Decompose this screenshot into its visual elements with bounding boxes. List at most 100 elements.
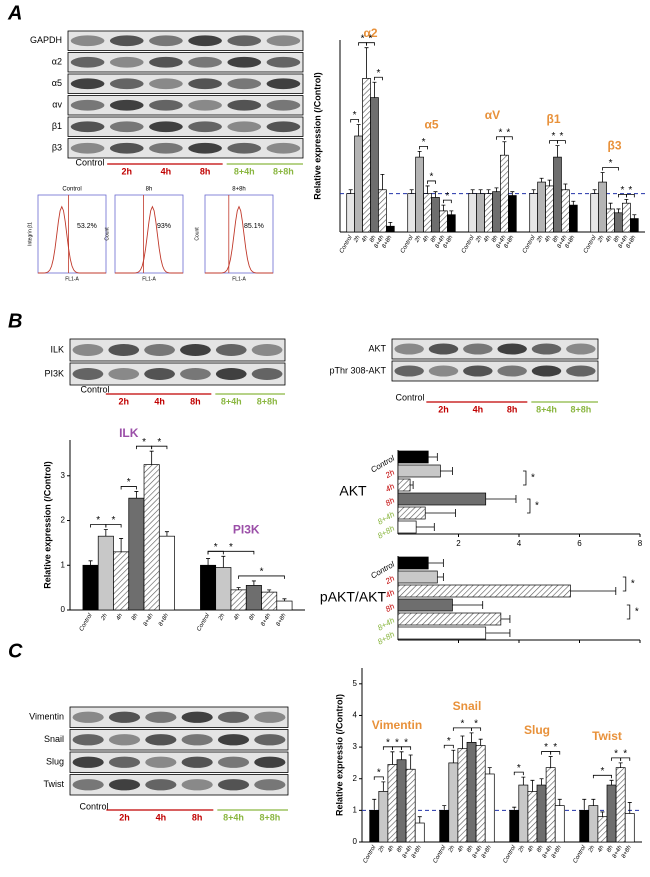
blot-band (566, 365, 596, 377)
significance-bracket (522, 470, 527, 486)
blot-band (188, 78, 222, 90)
bar (397, 570, 438, 584)
error-bar (470, 189, 475, 194)
blot-band (531, 365, 562, 377)
blot-band (215, 368, 247, 380)
bar (158, 535, 175, 611)
bar (82, 564, 99, 611)
group-title: α5 (424, 118, 438, 132)
blot-band (109, 142, 144, 154)
bar (484, 193, 493, 233)
error-bar (557, 798, 562, 806)
x-tick-label: 8h (131, 612, 140, 621)
bar (622, 202, 631, 233)
lane-label: 4h (154, 396, 165, 406)
significance-star: * (142, 437, 146, 448)
blot-band (188, 121, 222, 133)
bar (397, 478, 411, 492)
x-tick-label: Control (461, 234, 476, 254)
blot-band (145, 734, 177, 746)
blot-band (108, 734, 141, 746)
error-bar (485, 495, 517, 503)
flow-title: Control (62, 187, 81, 193)
error-bar (571, 200, 576, 206)
significance-star: * (376, 68, 380, 79)
error-bar (236, 587, 241, 590)
bar (598, 181, 607, 233)
blot-band (266, 56, 301, 68)
bar (554, 805, 565, 843)
bar (230, 589, 247, 611)
category-label: 8+4h (376, 615, 397, 632)
x-tick-label: 4 (517, 539, 522, 548)
error-bar (570, 587, 617, 595)
bar (396, 759, 407, 843)
panel-letter: A (7, 2, 22, 24)
blot-band (180, 344, 211, 356)
x-tick-label: 2h (447, 844, 456, 854)
error-bar (103, 529, 108, 537)
significance-star: * (620, 185, 624, 196)
blot-row-label: α5 (52, 78, 62, 88)
blot-band (72, 344, 104, 356)
error-bar (591, 798, 596, 806)
blot-row-label: β1 (52, 121, 62, 131)
lane-label: 8+4h (536, 404, 557, 414)
significance-star: * (544, 742, 548, 753)
blot-band (266, 35, 301, 47)
blot-band (254, 779, 286, 791)
bar (143, 464, 160, 611)
bar (407, 193, 416, 233)
significance-star: * (553, 742, 557, 753)
blot-band (266, 78, 301, 90)
bar (276, 600, 293, 611)
flow-curve (38, 205, 106, 274)
significance-bracket (503, 136, 513, 140)
x-tick-label: 8h (248, 612, 257, 621)
bar (346, 193, 355, 233)
lane-label: 4h (156, 812, 167, 822)
blot-row-label: PI3K (44, 368, 64, 378)
bar (597, 816, 608, 843)
error-bar (609, 779, 614, 786)
bar (561, 189, 570, 233)
bar (630, 218, 639, 233)
blot-band (149, 142, 183, 154)
blot-band (149, 99, 183, 111)
error-bar (494, 187, 499, 192)
blot-band (72, 734, 104, 746)
error-bar (627, 802, 632, 814)
blot-band (109, 35, 144, 47)
group-label: AKT (339, 483, 367, 499)
error-bar (251, 580, 256, 586)
blot-band (149, 78, 183, 90)
x-tick-label: 2h (353, 234, 362, 244)
x-tick-label: 2h (475, 234, 484, 244)
group-title: Slug (524, 723, 550, 737)
flow-xlabel: FL1-A (232, 276, 246, 282)
flow-ylabel: Count (104, 227, 110, 241)
error-bar (408, 754, 413, 770)
y-tick-label: 2 (353, 774, 358, 783)
flow-title: 8h (146, 187, 153, 193)
lane-label: 8+8h (257, 396, 278, 406)
error-bar (409, 189, 414, 194)
significance-bracket (442, 199, 452, 204)
error-bar (608, 202, 613, 209)
error-bar (452, 601, 484, 609)
error-bar (478, 738, 483, 746)
error-bar (428, 453, 438, 461)
x-tick-label: 8+8h (551, 844, 563, 859)
blot-band (217, 756, 250, 768)
lane-label: 8+8h (259, 812, 280, 822)
blot-band (497, 365, 527, 377)
blot-band (145, 756, 177, 768)
bar (590, 193, 599, 233)
blot-band (227, 56, 262, 68)
x-tick-label: Control (522, 234, 537, 254)
bar (537, 181, 546, 233)
blot-band (72, 368, 104, 380)
significance-star: * (127, 477, 131, 488)
significance-bracket (602, 167, 619, 171)
